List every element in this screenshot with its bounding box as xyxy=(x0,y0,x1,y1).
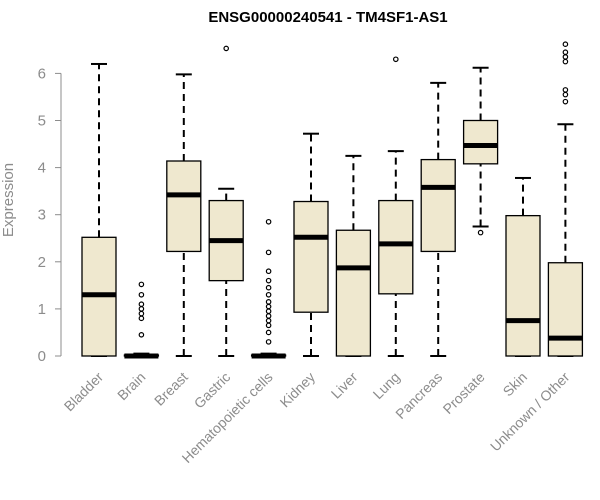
box-pancreas xyxy=(420,81,456,357)
y-axis-tick-label: 5 xyxy=(38,113,46,130)
outlier-point xyxy=(265,303,272,310)
outlier-point xyxy=(265,268,272,275)
x-axis-tick-label: Liver xyxy=(328,369,361,402)
box-iqr xyxy=(505,214,541,357)
y-axis-tick-label: 0 xyxy=(38,348,46,365)
outlier-point xyxy=(562,54,569,60)
box-iqr xyxy=(166,160,202,253)
outlier-point xyxy=(392,56,399,63)
outlier-point xyxy=(562,87,569,93)
outlier-point xyxy=(562,58,569,65)
box-iqr xyxy=(335,229,372,357)
outlier-point xyxy=(265,284,272,291)
y-axis-tick-label: 3 xyxy=(38,207,46,224)
y-axis-tick-label: 1 xyxy=(38,301,46,318)
outlier-point xyxy=(265,329,272,336)
outlier-point xyxy=(562,98,569,105)
x-axis-tick-label: Lung xyxy=(370,369,403,402)
box-iqr xyxy=(420,158,456,253)
box-unknown-other xyxy=(547,41,584,357)
x-axis-tick-label: Pancreas xyxy=(392,369,445,422)
outlier-point xyxy=(138,281,145,288)
box-iqr xyxy=(547,262,584,357)
outlier-point xyxy=(562,49,569,56)
outlier-point xyxy=(138,306,145,312)
outlier-point xyxy=(265,317,272,324)
outlier-point xyxy=(477,229,484,236)
box-lung xyxy=(378,56,414,357)
y-axis-tick-label: 6 xyxy=(38,65,46,82)
box-hematopoietic-cells xyxy=(250,218,287,359)
x-axis-tick-label: Brain xyxy=(114,369,148,403)
outlier-point xyxy=(562,41,569,47)
box-liver xyxy=(335,154,372,357)
box-iqr xyxy=(462,119,499,165)
box-skin xyxy=(505,176,541,357)
outlier-point xyxy=(265,313,272,319)
outlier-point xyxy=(265,308,272,315)
y-axis-label: Expression xyxy=(0,163,17,237)
x-axis-tick-label: Bladder xyxy=(61,369,107,415)
outlier-point xyxy=(265,218,272,225)
box-brain xyxy=(123,281,160,359)
outlier-point xyxy=(138,291,145,298)
y-axis-tick-label: 2 xyxy=(38,254,46,271)
outlier-point xyxy=(265,291,272,298)
box-prostate xyxy=(462,66,499,236)
outlier-point xyxy=(265,249,272,256)
box-breast xyxy=(166,73,202,357)
box-bladder xyxy=(81,62,117,357)
x-axis-tick-label: Breast xyxy=(151,369,191,409)
y-axis-tick-label: 4 xyxy=(38,160,46,177)
x-axis-tick-label: Prostate xyxy=(440,369,488,417)
outlier-point xyxy=(138,332,145,338)
box-series xyxy=(81,41,584,359)
outlier-point xyxy=(265,299,272,305)
outlier-point xyxy=(265,339,272,345)
box-iqr xyxy=(293,200,329,313)
outlier-point xyxy=(265,277,272,284)
outlier-point xyxy=(223,45,230,52)
outlier-point xyxy=(138,315,145,322)
outlier-point xyxy=(562,91,569,98)
x-axis-tick-label: Unknown / Other xyxy=(487,369,573,455)
box-gastric xyxy=(208,45,244,357)
y-axis: 0 1 2 3 4 5 6 xyxy=(38,65,62,365)
x-axis-tick-label: Skin xyxy=(500,369,531,400)
outlier-point xyxy=(265,322,272,329)
outlier-point xyxy=(138,301,145,307)
x-axis-tick-label: Kidney xyxy=(277,369,319,411)
box-iqr xyxy=(378,199,414,295)
outlier-point xyxy=(138,310,145,317)
box-kidney xyxy=(293,132,329,357)
chart-title: ENSG00000240541 - TM4SF1-AS1 xyxy=(208,9,447,26)
